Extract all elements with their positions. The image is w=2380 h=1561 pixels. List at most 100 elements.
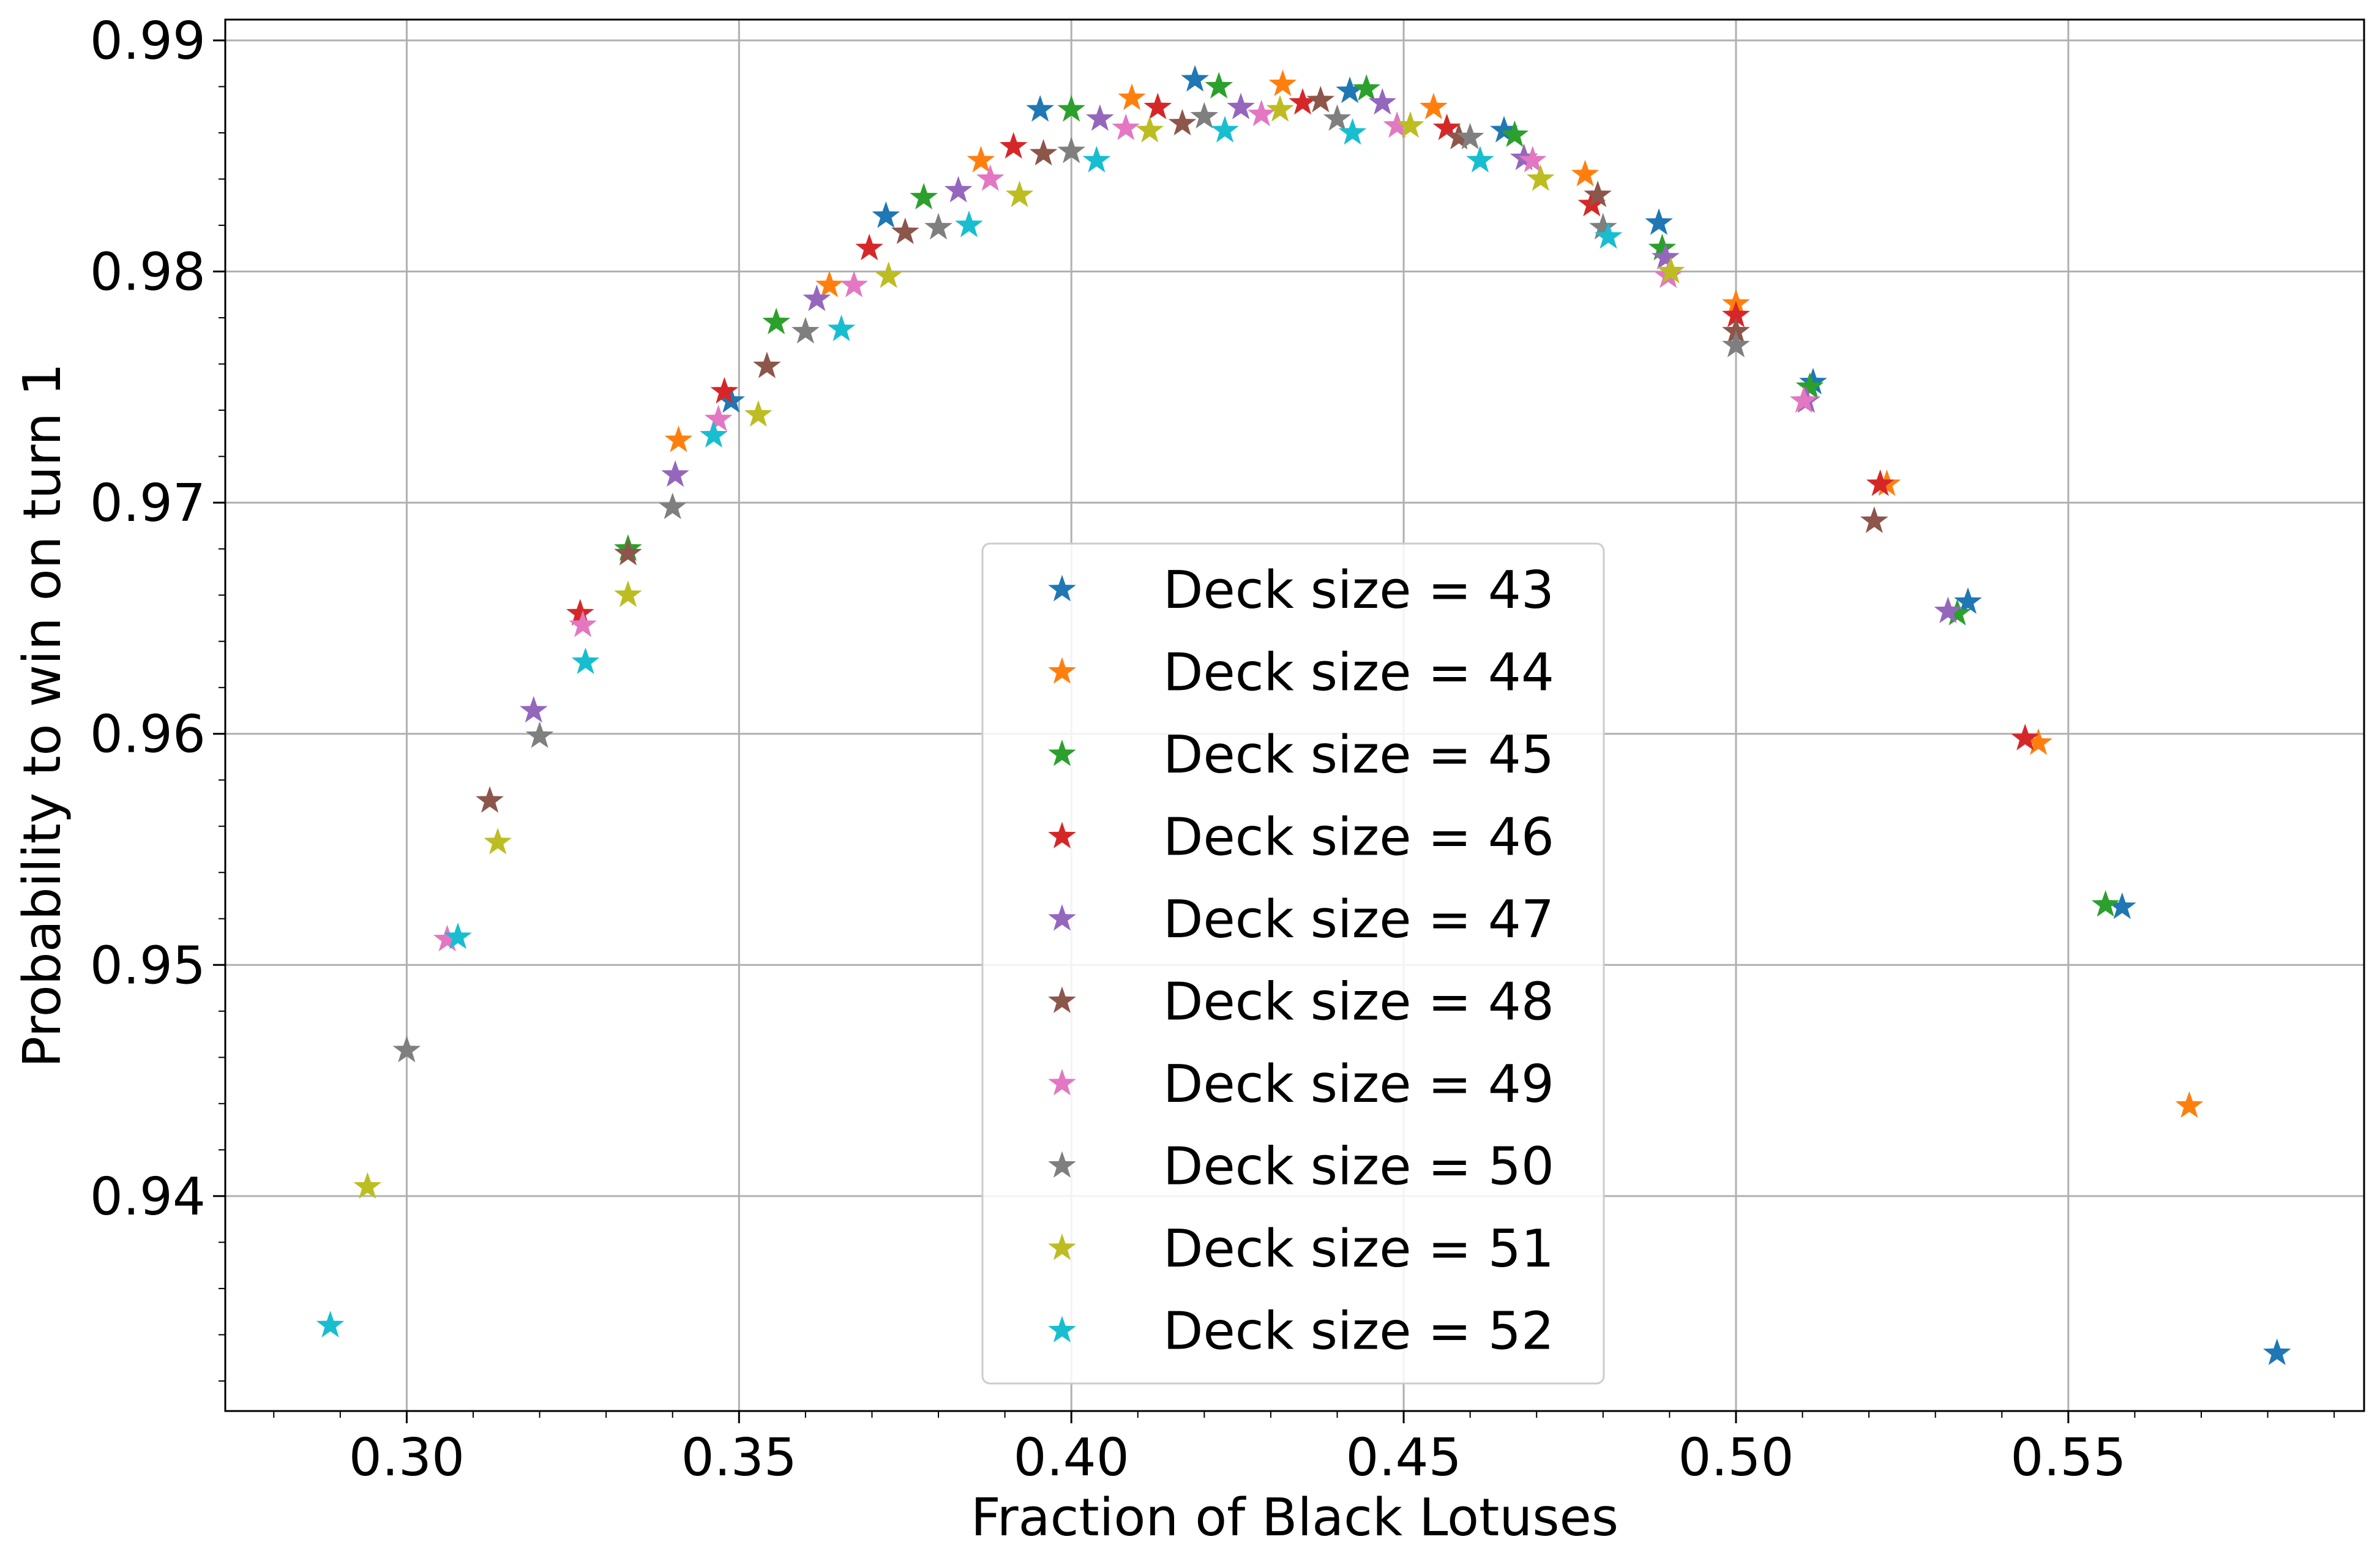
data-point bbox=[664, 425, 693, 452]
data-point bbox=[1789, 386, 1818, 413]
data-point bbox=[1722, 316, 1750, 344]
legend-item: Deck size = 44 bbox=[1048, 643, 1554, 703]
y-axis-label: Probability to win on turn 1 bbox=[12, 363, 73, 1068]
x-tick-label: 0.35 bbox=[681, 1428, 797, 1488]
legend-label: Deck size = 48 bbox=[1163, 972, 1554, 1033]
data-point bbox=[1029, 139, 1058, 166]
data-point bbox=[392, 1036, 421, 1063]
legend-box bbox=[981, 542, 1605, 1385]
data-point bbox=[762, 307, 790, 334]
data-point bbox=[1934, 596, 1963, 623]
data-point bbox=[566, 599, 594, 626]
y-tick-label: 0.99 bbox=[90, 11, 206, 72]
data-point bbox=[1445, 122, 1473, 149]
legend-label: Deck size = 44 bbox=[1163, 643, 1554, 703]
x-tick-label: 0.45 bbox=[1345, 1428, 1461, 1488]
data-point bbox=[571, 647, 600, 675]
data-point bbox=[1266, 95, 1294, 122]
data-point bbox=[433, 924, 462, 952]
legend-item: Deck size = 47 bbox=[1048, 889, 1554, 950]
data-point bbox=[955, 211, 983, 238]
legend-label: Deck size = 46 bbox=[1163, 807, 1554, 868]
data-point bbox=[1500, 120, 1529, 148]
data-point bbox=[999, 132, 1028, 159]
data-point bbox=[353, 1172, 382, 1199]
legend: Deck size = 43 Deck size = 44 Deck size = … bbox=[981, 542, 1605, 1385]
legend-item: Deck size = 50 bbox=[1048, 1137, 1554, 1197]
data-point bbox=[1584, 181, 1612, 208]
x-axis-label: Fraction of Black Lotuses bbox=[971, 1488, 1618, 1548]
data-point bbox=[1594, 222, 1623, 249]
data-point bbox=[1143, 92, 1172, 119]
legend-item: Deck size = 52 bbox=[1048, 1301, 1554, 1362]
data-point bbox=[520, 695, 548, 723]
data-point bbox=[2091, 890, 2120, 917]
legend-item: Deck size = 49 bbox=[1048, 1054, 1554, 1115]
legend-marker bbox=[1048, 1316, 1076, 1342]
data-point bbox=[1136, 116, 1164, 143]
data-point bbox=[1456, 122, 1484, 149]
data-point bbox=[1268, 69, 1297, 97]
data-point bbox=[1722, 301, 1750, 328]
legend-marker bbox=[1048, 1233, 1076, 1260]
axis-ticks: 0.30 0.35 0.40 0.45 0.50 0.55 0.94 0.95 0.96 0.97… bbox=[90, 11, 2335, 1488]
data-point bbox=[2175, 1091, 2204, 1118]
data-point bbox=[1227, 92, 1255, 119]
data-point bbox=[1190, 102, 1219, 129]
legend-label: Deck size = 49 bbox=[1163, 1054, 1554, 1115]
data-point bbox=[1338, 118, 1367, 145]
legend-item: Deck size = 46 bbox=[1048, 807, 1554, 868]
data-point bbox=[1432, 113, 1461, 140]
data-point bbox=[661, 460, 689, 487]
data-point bbox=[1860, 506, 1888, 533]
data-point bbox=[658, 492, 687, 520]
data-point bbox=[1306, 86, 1335, 113]
data-point bbox=[1954, 587, 1982, 614]
data-point bbox=[967, 146, 995, 173]
legend-marker bbox=[1048, 1151, 1076, 1178]
legend-marker bbox=[1048, 657, 1076, 684]
legend-label: Deck size = 43 bbox=[1163, 560, 1554, 621]
series-9 bbox=[353, 95, 1685, 1199]
data-points bbox=[316, 65, 2291, 1365]
data-point bbox=[525, 721, 554, 748]
data-point bbox=[840, 271, 868, 298]
data-point bbox=[1352, 74, 1381, 101]
legend-label: Deck size = 47 bbox=[1163, 889, 1554, 950]
data-point bbox=[1118, 83, 1146, 110]
data-point bbox=[872, 201, 900, 228]
legend-item: Deck size = 45 bbox=[1048, 725, 1554, 785]
y-tick-label: 0.95 bbox=[90, 935, 206, 996]
data-point bbox=[1722, 331, 1750, 357]
data-point bbox=[1005, 181, 1034, 208]
data-point bbox=[1648, 233, 1677, 261]
legend-marker bbox=[1048, 822, 1076, 848]
data-point bbox=[1589, 212, 1617, 240]
legend-marker bbox=[1048, 1069, 1076, 1096]
data-point bbox=[2011, 724, 2040, 751]
y-tick-label: 0.96 bbox=[90, 705, 206, 765]
data-point bbox=[1289, 88, 1317, 115]
x-tick-label: 0.55 bbox=[2010, 1428, 2126, 1488]
data-point bbox=[1943, 599, 1972, 626]
data-point bbox=[1490, 116, 1518, 143]
legend-marker bbox=[1048, 904, 1076, 931]
data-point bbox=[924, 212, 952, 240]
data-point bbox=[910, 182, 938, 210]
data-point bbox=[2108, 892, 2136, 919]
data-point bbox=[1645, 208, 1673, 235]
data-point bbox=[1082, 146, 1111, 173]
data-point bbox=[1205, 72, 1233, 99]
data-point bbox=[1466, 146, 1494, 173]
data-point bbox=[2024, 728, 2053, 755]
legend-marker bbox=[1048, 739, 1076, 766]
data-point bbox=[700, 421, 728, 448]
data-point bbox=[744, 400, 773, 427]
data-point bbox=[1799, 367, 1827, 395]
data-point bbox=[1795, 372, 1824, 399]
legend-marker bbox=[1048, 986, 1076, 1013]
data-point bbox=[1086, 104, 1114, 131]
data-point bbox=[1323, 104, 1352, 131]
data-point bbox=[1057, 137, 1085, 163]
data-point bbox=[1518, 146, 1547, 173]
